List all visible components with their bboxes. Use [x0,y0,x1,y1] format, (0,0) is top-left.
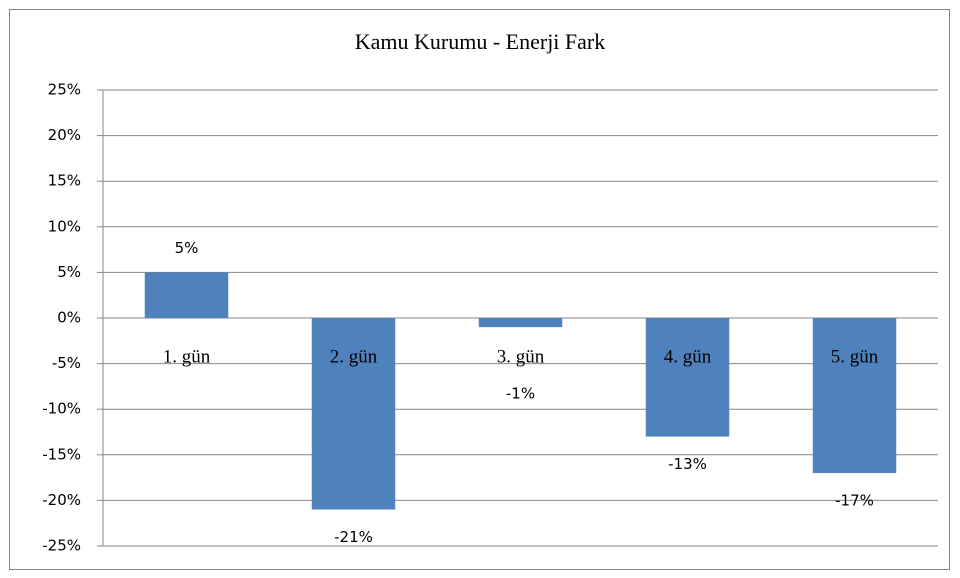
bar [645,318,730,437]
y-tick-label: 25% [48,81,81,99]
y-tick-label: -20% [42,491,81,509]
y-tick-label: 15% [48,172,81,190]
x-tick-label: 4. gün [664,346,712,367]
y-tick-label: -15% [42,445,81,463]
chart-title: Kamu Kurumu - Enerji Fark [355,29,606,54]
x-tick-label: 1. gün [163,346,211,367]
y-tick-label: -5% [52,354,81,372]
data-label: -21% [334,528,373,546]
bar [812,318,897,474]
data-label: -17% [835,492,874,510]
y-tick-label: 0% [57,309,81,327]
x-tick-label: 5. gün [831,346,879,367]
y-tick-label: 20% [48,126,81,144]
bar [478,318,563,328]
data-label: -13% [668,455,707,473]
data-label: -1% [506,385,535,403]
y-tick-label: -10% [42,400,81,418]
data-label: 5% [175,239,199,257]
bar [311,318,396,510]
y-tick-label: 10% [48,217,81,235]
y-tick-label: -25% [42,537,81,555]
x-tick-label: 3. gün [497,346,545,367]
bar [144,272,229,318]
x-tick-label: 2. gün [330,346,378,367]
y-tick-label: 5% [57,263,81,281]
